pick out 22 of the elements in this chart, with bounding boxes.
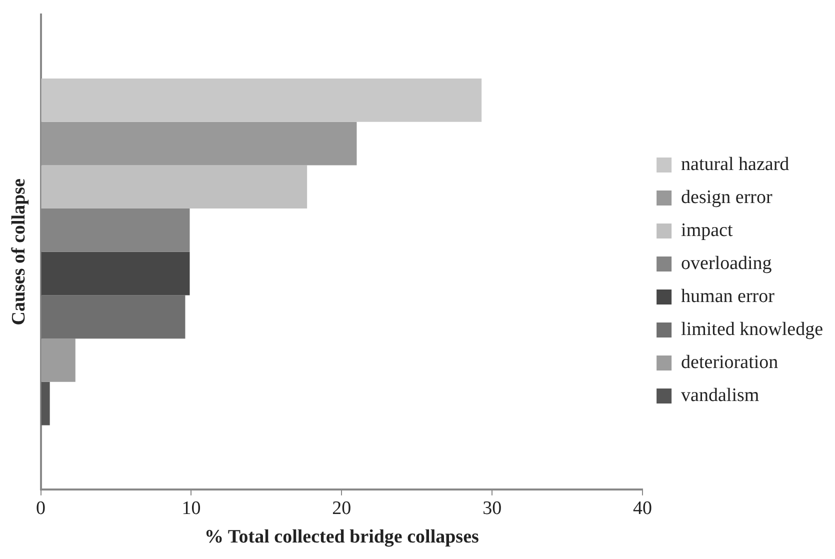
y-axis-title: Causes of collapse (8, 178, 30, 326)
bar (41, 165, 308, 209)
legend-label: impact (681, 220, 734, 241)
legend-label: overloading (681, 252, 772, 274)
bar (41, 252, 190, 296)
bar (41, 295, 186, 339)
legend-label: human error (681, 286, 776, 307)
x-tick-label: 30 (482, 498, 502, 519)
x-tick-label: 20 (332, 498, 352, 519)
bar (41, 122, 357, 166)
x-tick-label: 40 (633, 498, 652, 519)
x-tick-label: 10 (182, 498, 201, 519)
legend-label: design error (681, 186, 773, 208)
bar (41, 382, 50, 426)
x-tick-label: 0 (36, 498, 46, 519)
bar (41, 338, 76, 382)
legend-label: natural hazard (681, 154, 790, 175)
legend-label: deterioration (681, 352, 779, 373)
bar (41, 78, 482, 122)
legend-label: limited knowledge (681, 318, 824, 340)
x-axis-title: % Total collected bridge collapses (204, 526, 479, 548)
legend-label: vandalism (681, 384, 760, 406)
